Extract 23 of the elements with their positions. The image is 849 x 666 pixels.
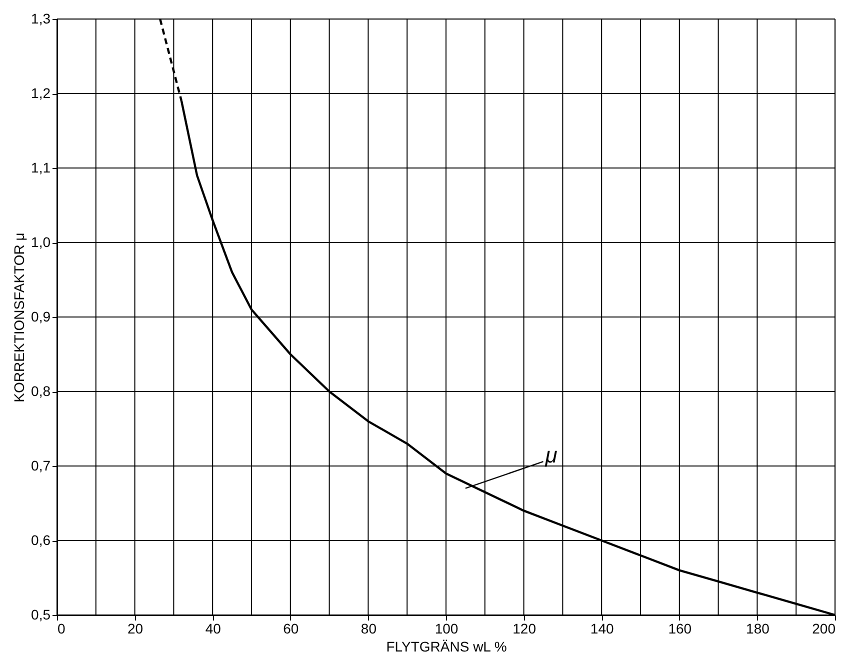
- x-tick-label: 40: [205, 620, 222, 636]
- x-tick-label: 180: [746, 620, 770, 636]
- y-axis-title: KORREKTIONSFAKTOR μ: [11, 232, 28, 402]
- y-tick-label: 1,3: [31, 10, 51, 26]
- x-tick-label: 160: [668, 620, 692, 636]
- y-tick-label: 0,9: [31, 308, 51, 324]
- x-tick-label: 140: [590, 620, 614, 636]
- x-axis-title: FLYTGRÄNS wL %: [386, 638, 507, 654]
- y-tick-label: 0,8: [31, 383, 51, 399]
- x-tick-label: 120: [512, 620, 536, 636]
- x-tick-label: 100: [434, 620, 458, 636]
- y-tick-label: 0,7: [31, 458, 51, 474]
- annotation: μ: [544, 442, 558, 468]
- x-tick-label: 60: [283, 620, 299, 636]
- y-tick-label: 1,1: [31, 160, 51, 176]
- y-tick-label: 1,2: [31, 85, 51, 101]
- x-tick-label: 80: [360, 620, 377, 636]
- x-tick-label: 0: [58, 620, 66, 636]
- y-tick-label: 1,0: [31, 234, 51, 250]
- x-tick-label: 200: [812, 620, 836, 636]
- x-tick-label: 20: [128, 620, 144, 636]
- y-tick-label: 0,6: [31, 532, 51, 548]
- y-tick-label: 0,5: [31, 606, 51, 622]
